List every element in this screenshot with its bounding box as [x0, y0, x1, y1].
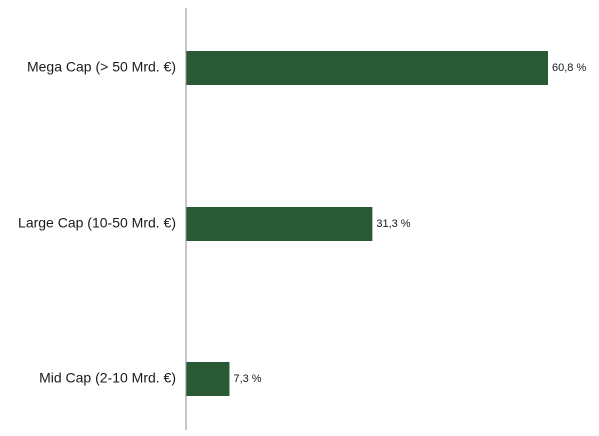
value-label-2: 7,3 %	[233, 373, 261, 385]
value-labels-group: 60,8 % 31,3 % 7,3 %	[233, 62, 586, 385]
bar-1	[186, 207, 373, 241]
category-labels-group: Mega Cap (> 50 Mrd. €) Large Cap (10-50 M…	[18, 59, 176, 386]
value-label-0: 60,8 %	[552, 62, 586, 74]
bar-2	[186, 362, 230, 396]
bars-group	[186, 51, 548, 396]
category-label-1: Large Cap (10-50 Mrd. €)	[18, 215, 176, 231]
bar-0	[186, 51, 548, 85]
category-label-0: Mega Cap (> 50 Mrd. €)	[27, 59, 176, 75]
value-label-1: 31,3 %	[376, 218, 410, 230]
category-label-2: Mid Cap (2-10 Mrd. €)	[39, 370, 176, 386]
